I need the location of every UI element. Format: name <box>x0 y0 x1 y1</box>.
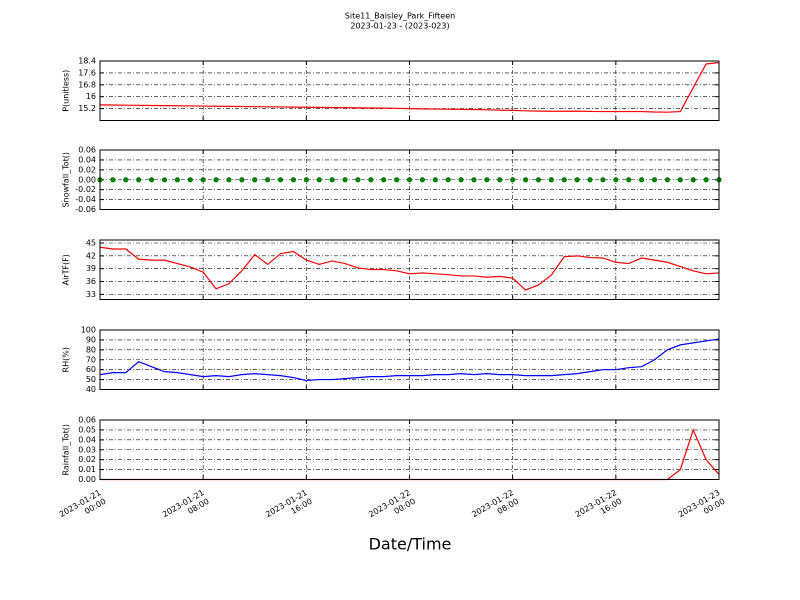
y-tick-label: -0.06 <box>75 205 96 214</box>
data-point <box>445 177 451 183</box>
data-line <box>99 246 720 291</box>
data-point <box>123 177 129 183</box>
data-point <box>213 177 219 183</box>
data-point <box>651 177 658 183</box>
data-point <box>355 177 361 183</box>
y-axis-label: Snowfall_Tot() <box>62 152 71 208</box>
data-point <box>329 177 335 183</box>
y-tick-label: 0.02 <box>78 455 96 464</box>
y-tick-label: 15.2 <box>78 104 96 113</box>
data-point <box>252 177 258 183</box>
data-point <box>239 177 245 183</box>
y-tick-label: -0.04 <box>75 195 96 204</box>
data-point <box>316 177 322 183</box>
data-point <box>587 177 593 183</box>
y-tick-label: 50 <box>86 375 96 384</box>
y-tick-label: 33 <box>86 290 96 299</box>
y-tick-label: 0.05 <box>78 425 96 434</box>
plot-frame <box>99 149 720 210</box>
y-axis-label: P(unitless) <box>62 70 71 112</box>
data-point <box>148 177 155 183</box>
y-tick-label: 70 <box>86 355 96 364</box>
y-tick-label: 100 <box>81 326 96 335</box>
y-tick-label: 90 <box>86 335 96 344</box>
y-tick-label: 0.03 <box>78 445 96 454</box>
data-point <box>406 177 413 183</box>
data-point <box>471 177 477 183</box>
data-point <box>342 177 348 183</box>
x-axis-label: Date/Time <box>369 535 452 554</box>
data-point <box>522 177 529 183</box>
data-point <box>703 177 709 183</box>
data-point <box>510 177 516 183</box>
y-tick-label: 0.01 <box>78 465 96 474</box>
chart-subtitle: 2023-01-23 - (2023-023) <box>350 22 449 31</box>
data-point <box>381 177 387 183</box>
data-point <box>187 177 193 183</box>
data-point <box>136 177 142 183</box>
data-point <box>639 177 645 183</box>
data-point <box>200 177 206 183</box>
data-point <box>574 177 580 183</box>
y-tick-label: -0.02 <box>75 185 96 194</box>
y-tick-label: 18.4 <box>78 57 96 66</box>
y-tick-label: 60 <box>86 365 96 374</box>
data-point <box>394 177 400 183</box>
y-tick-label: 16.8 <box>78 80 96 89</box>
y-tick-label: 17.6 <box>78 68 96 77</box>
data-point <box>535 177 542 183</box>
data-point <box>277 177 284 183</box>
data-point <box>561 177 567 183</box>
y-tick-label: 0.00 <box>78 475 96 484</box>
y-tick-label: 0.04 <box>78 435 96 444</box>
y-axis-label: AirTF(F) <box>62 254 71 285</box>
data-point <box>664 177 671 183</box>
chart-title: Site11_Baisley_Park_Fifteen <box>345 12 455 21</box>
y-tick-label: 0.00 <box>78 175 96 184</box>
y-tick-label: 36 <box>86 277 96 286</box>
plot-frame <box>99 60 720 121</box>
data-point <box>600 177 606 183</box>
y-tick-label: 0.04 <box>78 155 96 164</box>
data-point <box>110 177 116 183</box>
data-point <box>458 177 464 183</box>
data-point <box>690 177 696 183</box>
y-tick-label: 0.06 <box>78 416 96 425</box>
y-axis-label: RH(%) <box>62 347 71 372</box>
data-point <box>484 177 490 183</box>
y-tick-label: 0.02 <box>78 165 96 174</box>
data-line <box>99 338 720 382</box>
y-tick-label: 45 <box>86 238 96 247</box>
data-line <box>99 61 720 113</box>
y-tick-label: 16 <box>86 92 96 101</box>
y-tick-label: 80 <box>86 345 96 354</box>
data-point <box>161 177 168 183</box>
y-tick-label: 40 <box>86 385 96 394</box>
data-point <box>290 177 297 183</box>
y-axis-label: Rainfall_Tot() <box>62 424 71 476</box>
plot-frame <box>99 329 720 390</box>
data-point <box>226 177 232 183</box>
data-point <box>303 177 309 183</box>
y-tick-label: 42 <box>86 251 96 260</box>
data-point <box>548 177 554 183</box>
data-point <box>626 177 632 183</box>
plot-frame <box>99 239 720 300</box>
data-point <box>677 177 683 183</box>
data-point <box>174 177 180 183</box>
y-tick-label: 0.06 <box>78 146 96 155</box>
plot-frame <box>99 419 720 480</box>
y-tick-label: 39 <box>86 264 96 273</box>
data-point <box>368 177 374 183</box>
data-point <box>265 177 271 183</box>
data-point <box>613 177 619 183</box>
data-point <box>432 177 438 183</box>
data-point <box>497 177 503 183</box>
data-point <box>419 177 425 183</box>
